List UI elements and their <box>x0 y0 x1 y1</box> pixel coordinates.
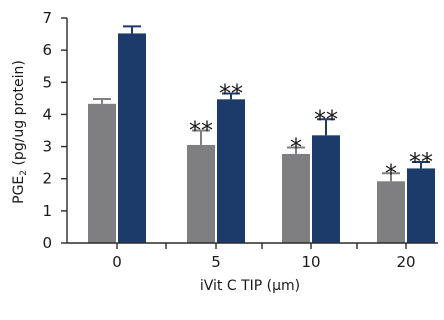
x-tick-label-0: 0 <box>112 253 122 271</box>
significance-s2-20: ** <box>409 148 433 176</box>
x-axis-title: iVit C TIP (μm) <box>200 278 300 294</box>
y-tick-label-7: 7 <box>42 9 52 27</box>
significance-s1-20: * <box>385 159 397 187</box>
bar-s1-5 <box>187 144 215 243</box>
bar-s1-20 <box>377 181 405 243</box>
x-tick-label-5: 5 <box>211 253 221 271</box>
significance-s1-10: * <box>290 134 302 162</box>
y-tick-label-6: 6 <box>42 41 52 59</box>
y-tick-label-2: 2 <box>42 170 52 188</box>
bars-layer <box>88 33 435 243</box>
y-tick-label-4: 4 <box>42 105 52 123</box>
y-tick-label-0: 0 <box>42 234 52 252</box>
bar-s1-0 <box>88 103 116 243</box>
x-tick-label-20: 20 <box>396 253 415 271</box>
bar-s1-10 <box>282 153 310 243</box>
significance-s2-5: ** <box>219 80 243 108</box>
y-axis-title-sub: 2 <box>19 170 29 176</box>
significance-s1-5: ** <box>189 117 213 145</box>
bar-s2-5 <box>217 99 245 243</box>
x-tick-label-10: 10 <box>301 253 320 271</box>
y-axis-title-rest: (pg/ug protein) <box>11 60 27 170</box>
bar-s2-0 <box>118 33 146 243</box>
bar-s2-10 <box>312 135 340 243</box>
x-ticks: 0 5 10 20 <box>112 243 416 271</box>
y-tick-label-1: 1 <box>42 202 52 220</box>
significance-layer: ********** <box>189 80 433 188</box>
y-tick-label-5: 5 <box>42 73 52 91</box>
y-tick-label-3: 3 <box>42 138 52 156</box>
error-bars-layer <box>93 25 430 182</box>
y-axis-title: PGE2 (pg/ug protein) <box>11 60 29 204</box>
y-axis-title-main: PGE <box>11 176 27 204</box>
bar-s2-20 <box>407 168 435 243</box>
y-ticks: 0 1 2 3 4 5 6 7 <box>42 9 67 252</box>
significance-s2-10: ** <box>314 105 338 133</box>
